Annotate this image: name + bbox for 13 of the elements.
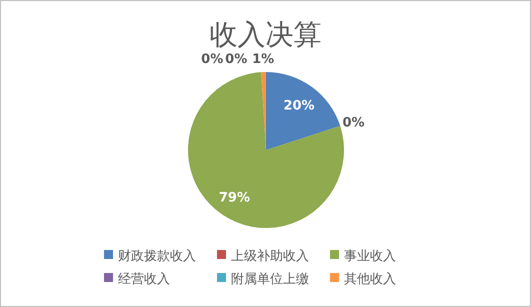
data-label: 79% (218, 190, 250, 206)
legend-label: 财政拨款收入 (118, 249, 196, 264)
text: 0% (342, 116, 365, 131)
data-label: 20% (283, 98, 315, 114)
legend-label: 经营收入 (118, 272, 170, 287)
chart-title: 收入决算 (210, 18, 322, 51)
legend-label: 附属单位上缴 (231, 272, 309, 287)
data-label: 1% (252, 52, 274, 68)
legend-label: 其他收入 (344, 272, 396, 287)
legend-label: 上级补助收入 (231, 249, 309, 264)
legend-label: 事业收入 (344, 249, 396, 264)
text: 0% (201, 52, 224, 68)
text: 0% (225, 52, 248, 68)
